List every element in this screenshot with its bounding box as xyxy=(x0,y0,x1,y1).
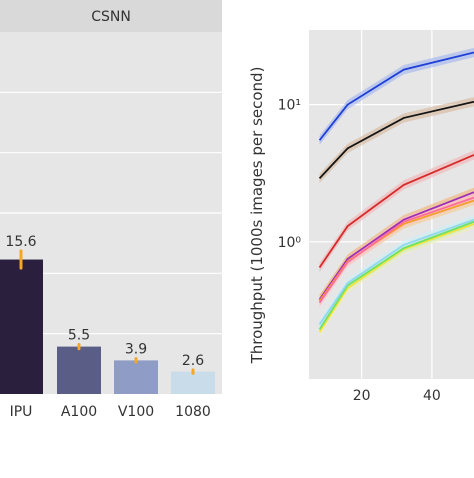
line-chart-y-ticks: 10⁰ 10¹ xyxy=(278,98,302,251)
line-x-tick-label: 40 xyxy=(423,388,441,404)
line-chart-series xyxy=(318,51,474,333)
line-series-5 xyxy=(318,196,474,304)
bar-chart-panel: CSNN 15.6 5.5 3.9 2.6 IPU A100 V100 1080 xyxy=(0,0,222,420)
bar-1080 xyxy=(171,371,215,394)
line-series-0 xyxy=(318,51,474,141)
bar-value-label: 15.6 xyxy=(5,234,36,250)
line-series-band xyxy=(319,150,474,273)
bar-chart-title-strip xyxy=(0,0,222,32)
bar-x-tick-label: 1080 xyxy=(175,404,211,420)
bar-chart-x-ticks: IPU A100 V100 1080 xyxy=(10,404,211,420)
bar-chart-title: CSNN xyxy=(91,9,131,25)
bar-value-label: 3.9 xyxy=(125,342,147,358)
bar-x-tick-label: IPU xyxy=(10,404,33,420)
line-series-band xyxy=(319,193,474,308)
line-series-3 xyxy=(318,191,474,300)
bar-ipu xyxy=(0,259,43,394)
line-series-1 xyxy=(318,100,474,180)
line-chart-panel: Throughput (1000s images per second) 20 4… xyxy=(248,30,474,404)
bar-a100 xyxy=(57,346,101,394)
bar-chart-bars: 15.6 5.5 3.9 2.6 xyxy=(0,234,215,394)
line-series-7 xyxy=(318,220,474,330)
line-series-6 xyxy=(318,223,474,333)
line-y-tick-label: 10¹ xyxy=(278,98,301,114)
line-x-tick-label: 20 xyxy=(353,388,371,404)
line-y-tick-label: 10⁰ xyxy=(278,235,302,251)
line-series-band xyxy=(319,215,474,329)
bar-value-label: 2.6 xyxy=(182,353,204,369)
bar-value-label: 5.5 xyxy=(68,327,90,343)
line-series-band xyxy=(319,47,474,145)
line-series-8 xyxy=(318,218,474,325)
bar-x-tick-label: V100 xyxy=(118,404,154,420)
line-chart-y-axis-label: Throughput (1000s images per second) xyxy=(248,67,266,365)
line-chart-x-ticks: 20 40 xyxy=(353,388,441,404)
line-series-2 xyxy=(318,154,474,268)
bar-x-tick-label: A100 xyxy=(61,404,97,420)
bar-v100 xyxy=(114,360,158,394)
